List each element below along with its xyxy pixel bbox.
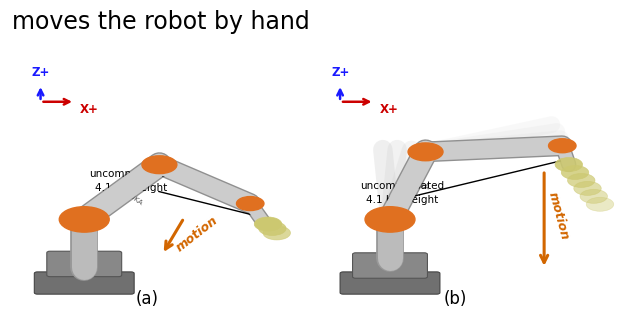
Text: motion: motion (173, 213, 220, 254)
Text: moves the robot by hand: moves the robot by hand (12, 10, 310, 33)
Circle shape (142, 156, 177, 174)
Text: (a): (a) (135, 290, 158, 308)
Circle shape (59, 207, 109, 232)
FancyBboxPatch shape (340, 272, 440, 294)
Text: KUKA: KUKA (125, 190, 144, 206)
Text: uncompensated
4.1 Kg-weight: uncompensated 4.1 Kg-weight (89, 169, 173, 192)
Circle shape (408, 143, 443, 161)
Text: KUKA: KUKA (411, 180, 430, 191)
Circle shape (562, 165, 589, 179)
Text: uncompensated
4.1 Kg-weight: uncompensated 4.1 Kg-weight (361, 181, 444, 205)
Circle shape (568, 173, 595, 187)
Circle shape (263, 226, 291, 240)
Text: (b): (b) (444, 290, 467, 308)
Text: motion: motion (546, 191, 571, 242)
Circle shape (574, 181, 602, 195)
Circle shape (548, 139, 576, 153)
FancyBboxPatch shape (47, 251, 122, 277)
Circle shape (555, 157, 583, 171)
Text: X+: X+ (379, 103, 398, 116)
Circle shape (236, 197, 264, 211)
FancyBboxPatch shape (34, 272, 134, 294)
Text: Z+: Z+ (32, 66, 50, 80)
Text: Z+: Z+ (331, 66, 349, 80)
Circle shape (587, 197, 614, 211)
Circle shape (365, 207, 415, 232)
Circle shape (580, 189, 608, 203)
Circle shape (259, 221, 286, 235)
FancyBboxPatch shape (353, 253, 427, 278)
Circle shape (255, 217, 282, 231)
Text: X+: X+ (80, 103, 99, 116)
